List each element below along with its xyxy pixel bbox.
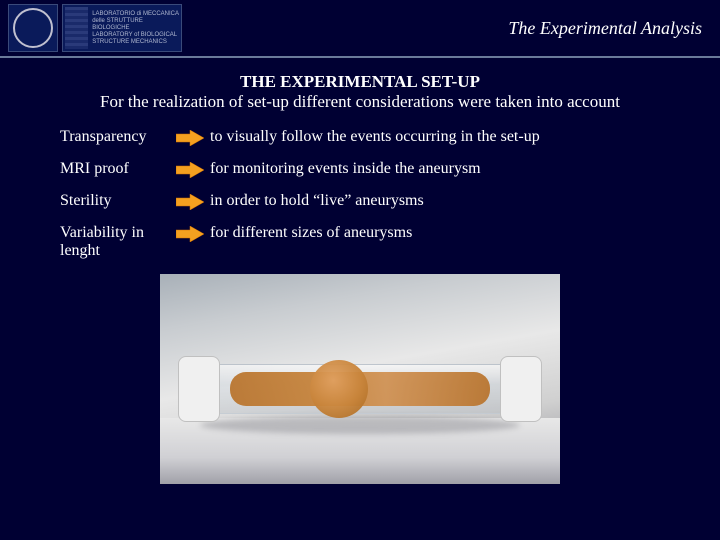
experimental-setup-photo <box>160 274 560 484</box>
list-item: Sterility in order to hold “live” aneury… <box>60 192 690 210</box>
lab-logo: LABORATORIO di MECCANICA delle STRUTTURE… <box>62 4 182 52</box>
item-description: for monitoring events inside the aneurys… <box>210 160 690 178</box>
photo-container <box>20 274 700 484</box>
lab-logo-line: LABORATORY of BIOLOGICAL <box>92 32 179 39</box>
list-item: Transparency to visually follow the even… <box>60 128 690 146</box>
list-item: Variability in lenght for different size… <box>60 224 690 260</box>
section-title: THE EXPERIMENTAL SET-UP <box>20 72 700 92</box>
page-title: The Experimental Analysis <box>508 18 712 39</box>
lab-logo-line: LABORATORIO di MECCANICA <box>92 11 179 18</box>
university-seal-logo <box>8 4 58 52</box>
list-item: MRI proof for monitoring events inside t… <box>60 160 690 178</box>
content-area: THE EXPERIMENTAL SET-UP For the realizat… <box>0 58 720 484</box>
item-description: in order to hold “live” aneurysms <box>210 192 690 210</box>
item-label: Variability in lenght <box>60 224 170 260</box>
arrow-icon <box>170 224 210 242</box>
lab-logo-line: STRUCTURE MECHANICS <box>92 39 179 46</box>
arrow-icon <box>170 160 210 178</box>
header: LABORATORIO di MECCANICA delle STRUTTURE… <box>0 0 720 58</box>
item-label: MRI proof <box>60 160 170 178</box>
arrow-icon <box>170 128 210 146</box>
section-subtitle: For the realization of set-up different … <box>20 92 700 112</box>
item-description: for different sizes of aneurysms <box>210 224 690 242</box>
item-label: Transparency <box>60 128 170 146</box>
item-label: Sterility <box>60 192 170 210</box>
considerations-list: Transparency to visually follow the even… <box>20 128 700 260</box>
arrow-icon <box>170 192 210 210</box>
item-description: to visually follow the events occurring … <box>210 128 690 146</box>
lab-logo-line: delle STRUTTURE BIOLOGICHE <box>92 18 179 32</box>
